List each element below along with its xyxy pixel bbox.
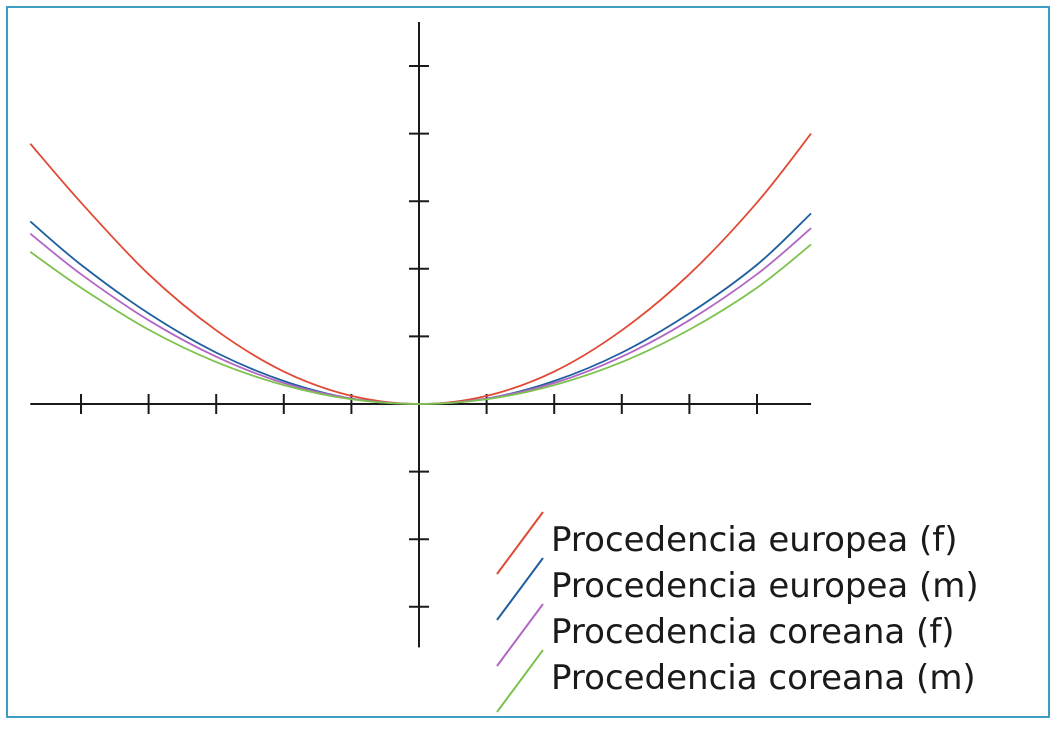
chart-frame <box>6 6 1050 718</box>
legend-swatch <box>496 603 544 667</box>
x-ticks <box>80 394 758 414</box>
series-line-2 <box>29 212 812 405</box>
series-lines <box>29 133 812 405</box>
legend: Procedencia europea (f) Procedencia europ… <box>496 511 979 713</box>
legend-swatch <box>496 649 544 713</box>
legend-swatch <box>496 511 544 575</box>
y-ticks <box>409 65 429 608</box>
legend-label: Procedencia coreana (f) <box>551 612 955 652</box>
legend-label: Procedencia europea (f) <box>551 520 958 560</box>
legend-label: Procedencia coreana (m) <box>551 658 976 698</box>
series-line-3 <box>29 227 812 405</box>
series-line-4 <box>29 243 812 405</box>
legend-swatch <box>496 557 544 621</box>
legend-label: Procedencia europea (m) <box>551 566 979 606</box>
